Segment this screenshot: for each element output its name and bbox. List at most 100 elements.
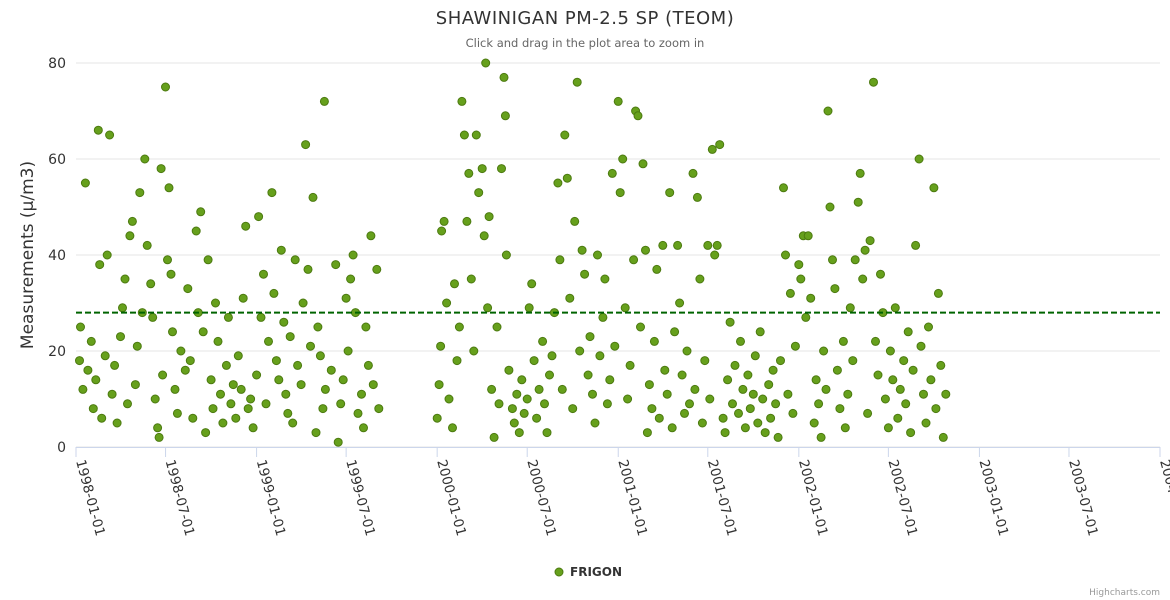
data-point[interactable]: [78, 384, 88, 394]
data-point[interactable]: [613, 96, 623, 106]
data-point[interactable]: [600, 274, 610, 284]
data-point[interactable]: [524, 303, 534, 313]
data-point[interactable]: [140, 154, 150, 164]
data-point[interactable]: [161, 82, 170, 92]
data-point[interactable]: [764, 380, 774, 390]
data-point[interactable]: [796, 274, 806, 284]
data-point[interactable]: [843, 389, 853, 399]
data-point[interactable]: [146, 279, 156, 289]
data-point[interactable]: [211, 298, 220, 308]
data-point[interactable]: [931, 404, 941, 414]
data-point[interactable]: [196, 207, 206, 217]
data-point[interactable]: [148, 312, 158, 322]
data-point[interactable]: [448, 423, 457, 433]
data-point[interactable]: [771, 399, 781, 409]
data-point[interactable]: [246, 394, 256, 404]
data-point[interactable]: [100, 351, 110, 361]
data-point[interactable]: [221, 360, 231, 370]
data-point[interactable]: [911, 240, 921, 250]
data-point[interactable]: [527, 279, 537, 289]
data-point[interactable]: [580, 269, 590, 279]
data-point[interactable]: [588, 389, 597, 399]
data-point[interactable]: [154, 432, 164, 442]
data-point[interactable]: [801, 312, 811, 322]
data-point[interactable]: [489, 432, 499, 442]
data-point[interactable]: [95, 260, 105, 270]
data-point[interactable]: [890, 303, 900, 313]
data-point[interactable]: [198, 327, 208, 337]
data-point[interactable]: [156, 164, 166, 174]
data-point[interactable]: [863, 408, 873, 418]
data-point[interactable]: [720, 428, 730, 438]
data-point[interactable]: [183, 284, 193, 294]
data-point[interactable]: [924, 322, 933, 332]
data-point[interactable]: [436, 341, 446, 351]
data-point[interactable]: [288, 418, 298, 428]
data-point[interactable]: [647, 404, 657, 414]
data-point[interactable]: [598, 312, 608, 322]
data-point[interactable]: [75, 356, 84, 366]
data-point[interactable]: [806, 293, 816, 303]
data-point[interactable]: [306, 341, 315, 351]
data-point[interactable]: [605, 375, 615, 385]
data-point[interactable]: [112, 418, 122, 428]
data-point[interactable]: [311, 428, 321, 438]
data-point[interactable]: [583, 370, 593, 380]
data-point[interactable]: [871, 336, 880, 346]
data-point[interactable]: [880, 394, 890, 404]
data-point[interactable]: [233, 351, 243, 361]
data-point[interactable]: [88, 404, 98, 414]
data-point[interactable]: [509, 418, 519, 428]
data-point[interactable]: [618, 154, 628, 164]
data-point[interactable]: [457, 96, 467, 106]
data-point[interactable]: [803, 231, 813, 241]
data-point[interactable]: [853, 197, 863, 207]
data-point[interactable]: [512, 389, 522, 399]
credits-link[interactable]: Highcharts.com: [1089, 588, 1160, 598]
data-point[interactable]: [665, 188, 675, 198]
data-point[interactable]: [743, 370, 753, 380]
data-point[interactable]: [570, 216, 580, 226]
data-point[interactable]: [695, 274, 705, 284]
data-point[interactable]: [538, 336, 548, 346]
data-point[interactable]: [442, 298, 452, 308]
data-point[interactable]: [529, 356, 539, 366]
data-point[interactable]: [636, 322, 645, 332]
data-point[interactable]: [540, 399, 549, 409]
data-point[interactable]: [740, 423, 750, 433]
data-point[interactable]: [773, 432, 783, 442]
data-point[interactable]: [785, 288, 795, 298]
data-point[interactable]: [730, 360, 740, 370]
data-point[interactable]: [855, 168, 865, 178]
data-point[interactable]: [110, 360, 120, 370]
data-point[interactable]: [477, 164, 487, 174]
data-point[interactable]: [231, 413, 241, 423]
data-point[interactable]: [252, 370, 262, 380]
data-point[interactable]: [901, 399, 911, 409]
data-point[interactable]: [585, 332, 595, 342]
data-point[interactable]: [481, 58, 491, 68]
data-point[interactable]: [462, 216, 472, 226]
data-point[interactable]: [313, 322, 323, 332]
data-point[interactable]: [677, 370, 687, 380]
data-point[interactable]: [125, 231, 135, 241]
data-point[interactable]: [296, 380, 306, 390]
data-point[interactable]: [185, 356, 195, 366]
data-point[interactable]: [638, 159, 648, 169]
data-point[interactable]: [840, 423, 850, 433]
data-point[interactable]: [557, 384, 567, 394]
data-point[interactable]: [929, 183, 939, 193]
data-point[interactable]: [107, 389, 117, 399]
data-point[interactable]: [828, 255, 837, 265]
data-point[interactable]: [271, 356, 281, 366]
data-point[interactable]: [326, 365, 336, 375]
data-point[interactable]: [343, 346, 353, 356]
data-point[interactable]: [374, 404, 384, 414]
data-point[interactable]: [547, 351, 557, 361]
data-point[interactable]: [736, 336, 745, 346]
data-point[interactable]: [766, 413, 776, 423]
data-point[interactable]: [105, 130, 115, 140]
data-point[interactable]: [692, 192, 702, 202]
data-point[interactable]: [353, 408, 363, 418]
data-point[interactable]: [620, 303, 630, 313]
